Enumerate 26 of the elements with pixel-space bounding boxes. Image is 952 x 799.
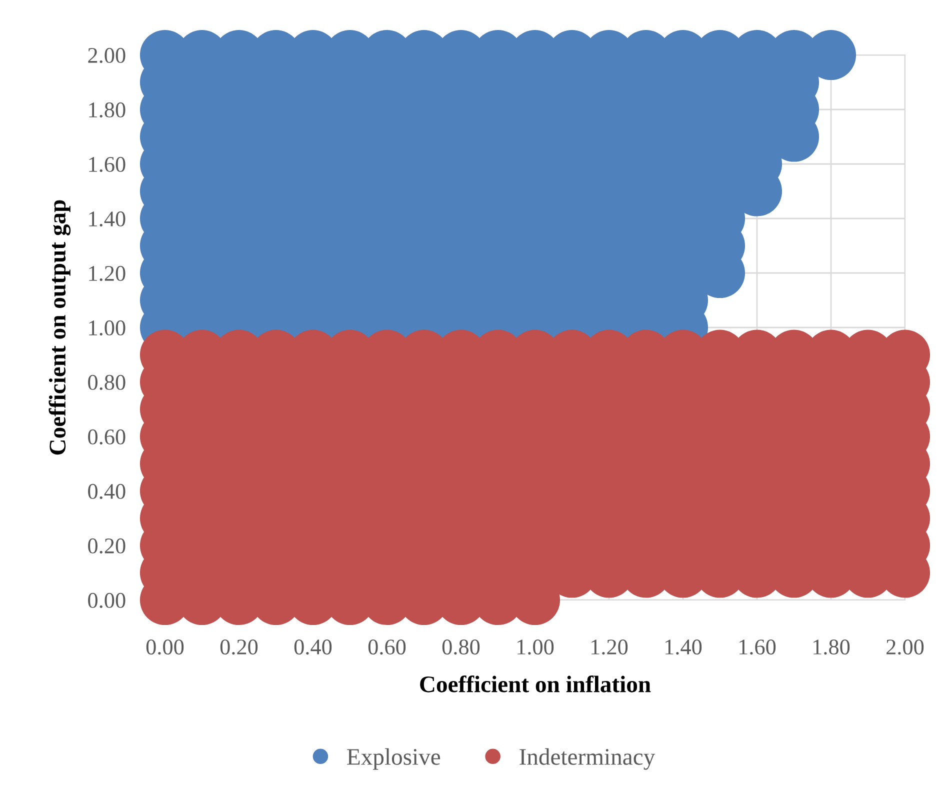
x-tick-label: 0.60 — [368, 640, 406, 655]
y-tick-label: 1.00 — [89, 320, 126, 336]
y-tick-label: 1.20 — [89, 266, 126, 282]
x-tick-label: 0.40 — [294, 640, 332, 655]
x-tick-label: 1.80 — [814, 640, 850, 655]
y-tick-label: 0.00 — [88, 592, 126, 608]
legend-label: Indeterminacy — [520, 748, 656, 770]
x-tick-label: 2.00 — [886, 640, 924, 655]
y-tick-label: 2.00 — [88, 48, 126, 64]
y-tick-label: 0.20 — [88, 538, 126, 554]
x-tick-label: 0.20 — [220, 640, 258, 655]
y-tick-label: 1.40 — [89, 211, 126, 227]
y-tick-label: 0.40 — [88, 484, 126, 500]
y-tick-label: 1.60 — [89, 156, 126, 172]
legend-label: Explosive — [347, 748, 440, 770]
x-tick-label: 1.60 — [740, 640, 776, 655]
x-tick-label: 1.00 — [518, 640, 554, 655]
x-tick-label: 1.20 — [592, 640, 628, 655]
y-tick-label: 0.80 — [88, 374, 126, 390]
x-axis-title: Coefficient on inflation — [420, 675, 651, 692]
x-tick-label: 0.00 — [146, 640, 184, 655]
y-tick-label: 0.60 — [88, 429, 126, 445]
x-tick-label: 1.40 — [666, 640, 702, 655]
y-axis-title: Coefficient on output gap — [48, 200, 71, 455]
x-tick-label: 0.80 — [442, 640, 480, 655]
y-tick-label: 1.80 — [89, 102, 126, 118]
